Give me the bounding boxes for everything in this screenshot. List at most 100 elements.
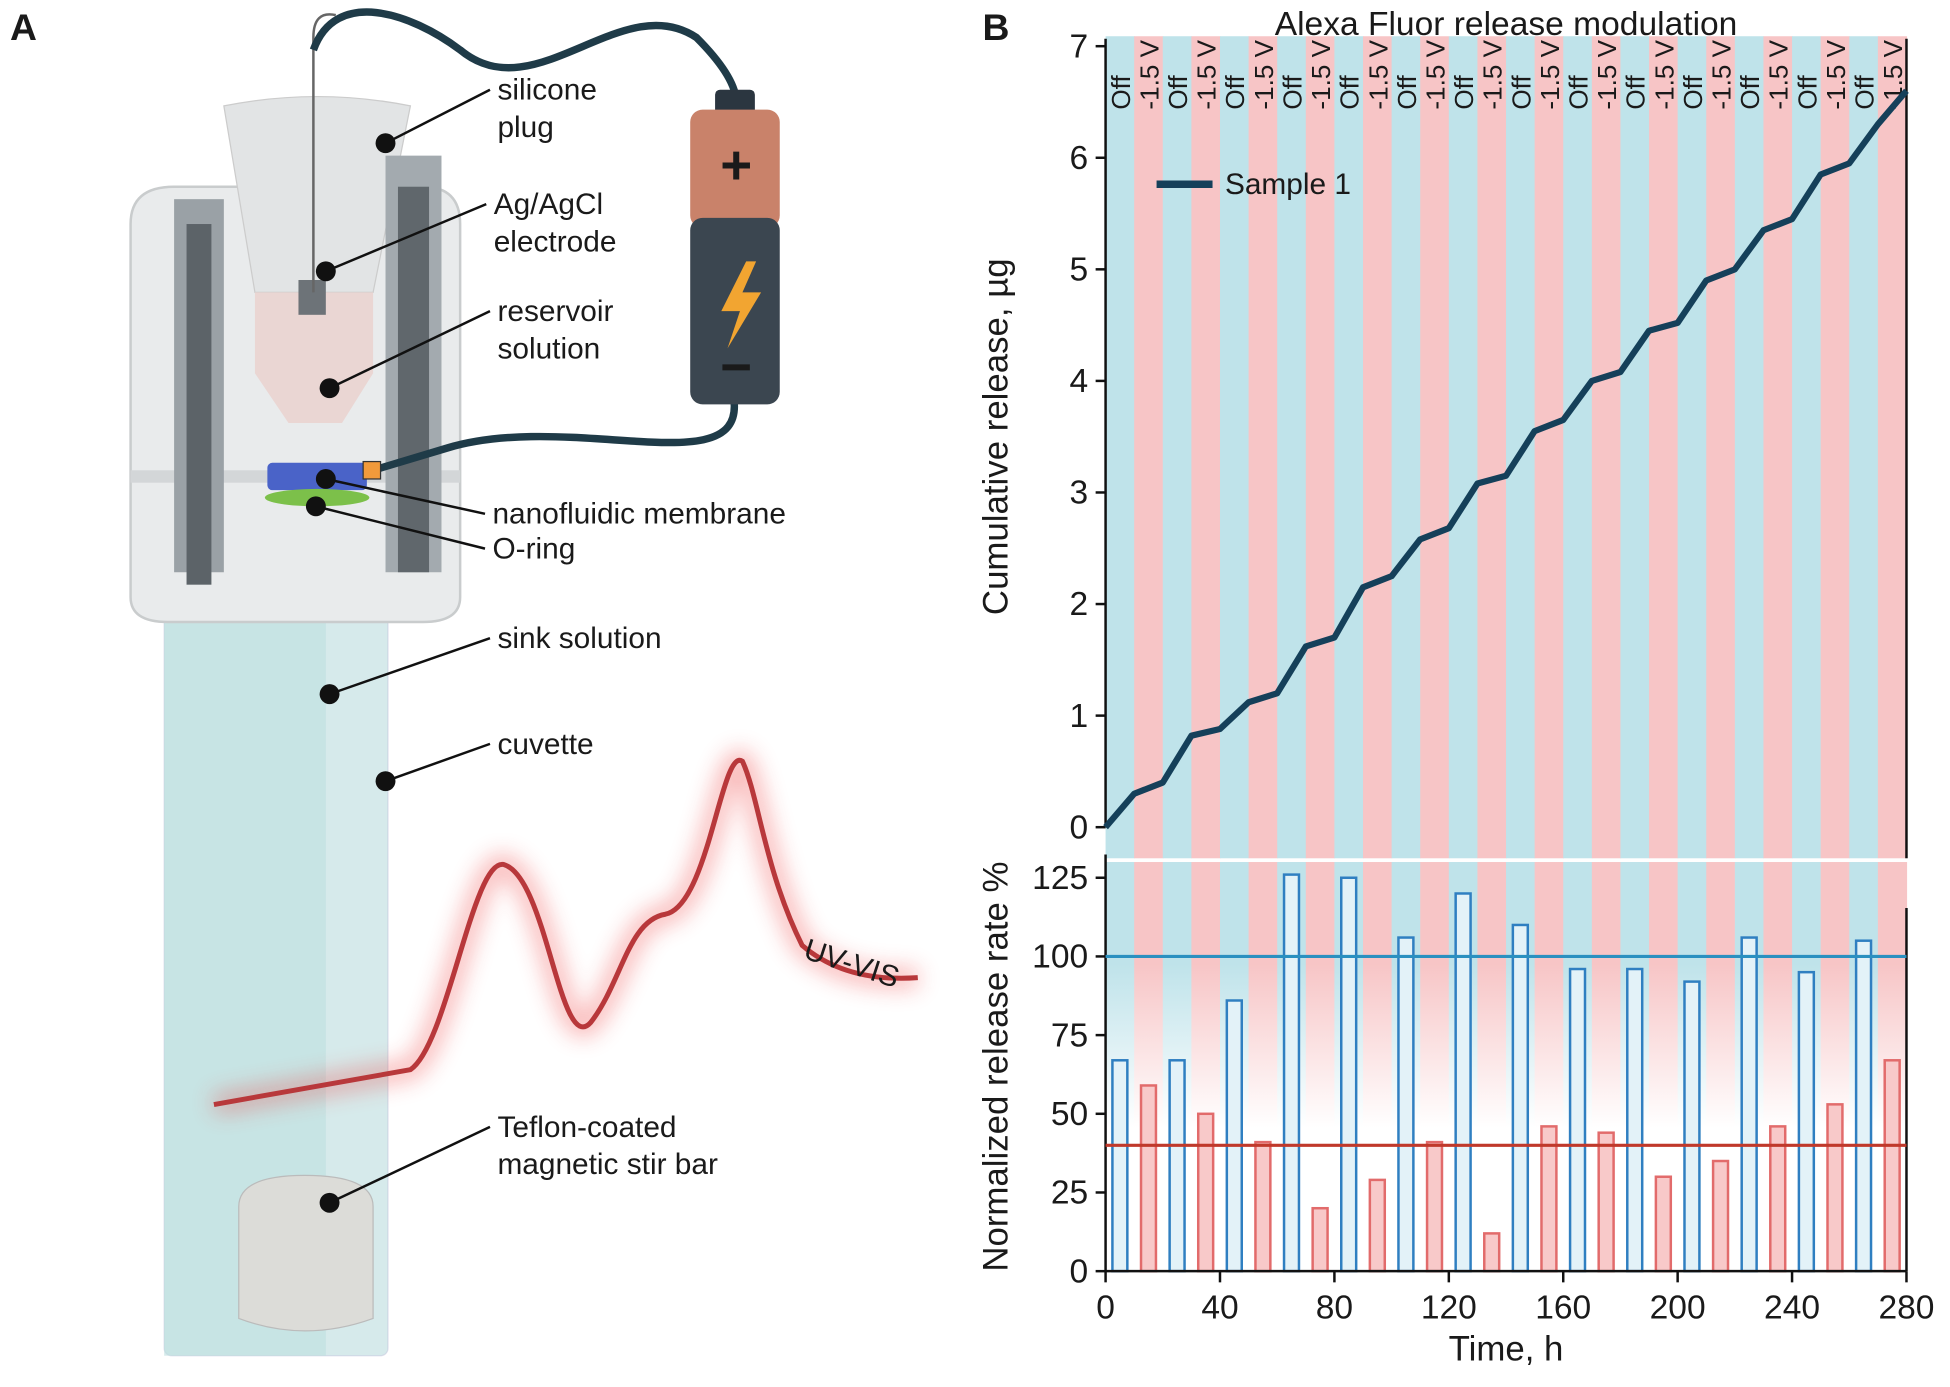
panel-label: B — [982, 6, 1009, 48]
battery-plus: + — [720, 134, 752, 196]
bar — [1340, 876, 1358, 1273]
leader-dot — [319, 378, 340, 399]
y-tick-label: 1 — [1069, 698, 1088, 735]
phase-label: Off — [1220, 75, 1250, 110]
leader-dot — [315, 261, 336, 282]
x-tick-label: 160 — [1535, 1289, 1591, 1326]
leader-line — [329, 1125, 491, 1204]
phase-label: Off — [1792, 75, 1822, 110]
phase-label: -1.5 V — [1249, 39, 1279, 109]
phase-band — [1162, 36, 1193, 859]
phase-label: Off — [1163, 75, 1193, 110]
y-tick-label: 25 — [1051, 1175, 1088, 1212]
diagram-label: Teflon-coated — [497, 1111, 676, 1144]
leader-dot — [375, 133, 396, 154]
phase-band — [1334, 36, 1364, 859]
phase-label: Off — [1563, 75, 1593, 110]
bar — [1883, 1059, 1901, 1273]
phase-band — [1105, 36, 1135, 859]
phase-label: -1.5 V — [1192, 39, 1222, 109]
phase-label: Off — [1678, 75, 1708, 110]
bar — [1854, 939, 1873, 1273]
bar — [1769, 1125, 1787, 1273]
phase-label: Off — [1335, 75, 1365, 110]
y-tick-label: 2 — [1069, 586, 1088, 623]
bar — [1139, 1084, 1158, 1273]
bar — [1711, 1159, 1730, 1273]
phase-label: Off — [1621, 75, 1651, 110]
apparatus — [129, 8, 919, 1357]
panel-label: A — [10, 6, 37, 48]
leader-dot — [375, 771, 396, 792]
phase-label: -1.5 V — [1878, 39, 1908, 109]
phase-band — [1134, 36, 1164, 859]
battery-minus: − — [720, 336, 752, 398]
leader-line — [329, 309, 491, 390]
diagram-label: O-ring — [492, 533, 575, 566]
leader-line — [315, 505, 486, 550]
bar — [1397, 936, 1415, 1273]
bar — [1168, 1059, 1186, 1273]
bar — [1540, 1125, 1558, 1273]
phase-label: Off — [1506, 75, 1536, 110]
diagram-label: electrode — [494, 225, 617, 258]
phase-label: Off — [1850, 75, 1880, 110]
phase-label: -1.5 V — [1363, 39, 1393, 109]
y-tick-label: 4 — [1069, 363, 1088, 400]
phase-label: Off — [1277, 75, 1307, 110]
phase-band — [1477, 862, 1507, 1272]
bar — [1797, 970, 1816, 1273]
bar — [1740, 936, 1758, 1273]
phase-band — [1219, 36, 1250, 859]
y-tick-label: 100 — [1032, 939, 1088, 976]
phase-label: -1.5 V — [1764, 39, 1794, 109]
y-axis-label: Cumulative release, µg — [976, 258, 1015, 615]
legend-label: Sample 1 — [1225, 168, 1351, 201]
phase-band — [1849, 36, 1879, 859]
bar — [1254, 1140, 1272, 1273]
x-tick-label: 0 — [1096, 1289, 1115, 1326]
bar — [1196, 1112, 1215, 1273]
bar — [1654, 1175, 1673, 1273]
diagram-label: reservoir — [497, 295, 613, 328]
phase-band — [1363, 36, 1393, 859]
phase-band — [1763, 36, 1793, 859]
phase-label: -1.5 V — [1306, 39, 1336, 109]
y-tick-label: 3 — [1069, 475, 1088, 512]
phase-band — [1305, 862, 1336, 1272]
x-tick-label: 280 — [1878, 1289, 1934, 1326]
phase-label: -1.5 V — [1649, 39, 1679, 109]
phase-band — [1563, 36, 1593, 859]
phase-band — [1305, 36, 1336, 859]
bar — [1826, 1103, 1844, 1273]
phase-label: -1.5 V — [1707, 39, 1737, 109]
phase-label: Off — [1106, 75, 1136, 110]
diagram-label: solution — [497, 332, 600, 365]
phase-label: -1.5 V — [1821, 39, 1851, 109]
y-tick-label: 125 — [1032, 860, 1088, 897]
leader-line — [384, 88, 491, 145]
phase-band — [1191, 36, 1221, 859]
y-tick-label: 75 — [1051, 1017, 1088, 1054]
phase-band — [1706, 36, 1736, 859]
leader-dot — [319, 684, 340, 705]
bar — [1626, 967, 1644, 1273]
diagram-label: magnetic stir bar — [497, 1148, 718, 1181]
phase-band — [1248, 36, 1278, 859]
phase-label: Off — [1449, 75, 1479, 110]
y-tick-label: 50 — [1051, 1096, 1088, 1133]
phase-label: Off — [1392, 75, 1422, 110]
phase-label: -1.5 V — [1535, 39, 1565, 109]
y-axis-label: Normalized release rate % — [976, 861, 1015, 1271]
diagram-label: Ag/AgCl — [494, 188, 603, 221]
x-tick-label: 200 — [1650, 1289, 1706, 1326]
phase-band — [1620, 36, 1650, 859]
y-tick-label: 5 — [1069, 252, 1088, 289]
bar — [1454, 892, 1472, 1273]
diagram-label: sink solution — [497, 622, 661, 655]
diagram-label: silicone — [497, 74, 596, 107]
diagram-label: cuvette — [497, 728, 593, 761]
phase-band — [1534, 36, 1564, 859]
y-tick-label: 0 — [1069, 1253, 1088, 1290]
leader-line — [325, 202, 487, 273]
